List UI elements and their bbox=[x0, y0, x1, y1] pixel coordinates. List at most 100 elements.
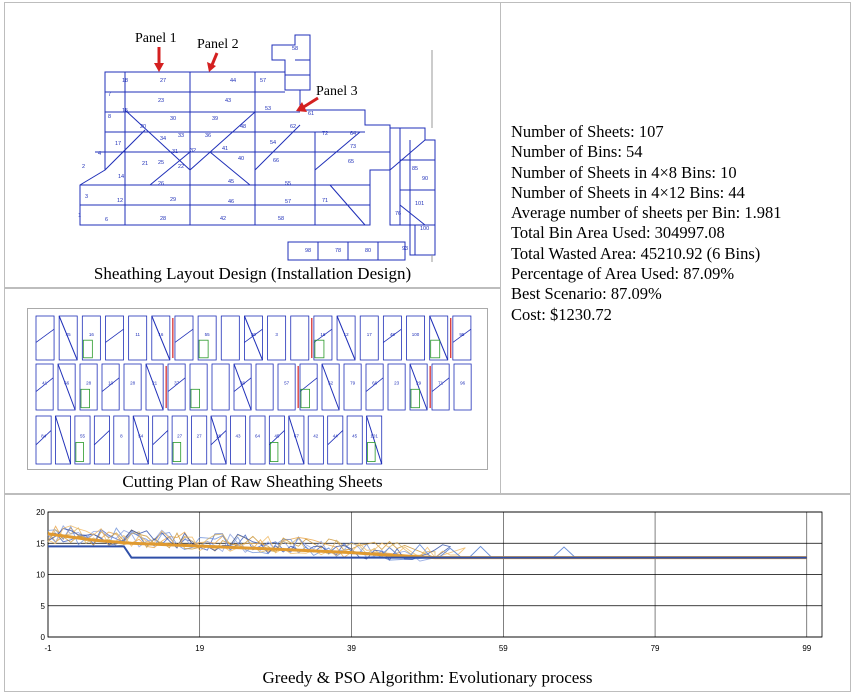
cut-sheet: 45 bbox=[58, 315, 78, 361]
layout-sheet-label: 41 bbox=[222, 146, 228, 152]
layout-sheet-label: 48 bbox=[240, 124, 246, 130]
cut-sheet bbox=[429, 315, 452, 361]
svg-text:45: 45 bbox=[352, 434, 358, 439]
y-tick-label: 0 bbox=[41, 633, 46, 642]
svg-text:52: 52 bbox=[328, 381, 334, 386]
particle-spike bbox=[468, 545, 493, 558]
cut-sheet: 28 bbox=[79, 363, 98, 411]
svg-text:45: 45 bbox=[66, 332, 72, 337]
annotation-panel-3: Panel 3 bbox=[316, 84, 358, 99]
particle-spike bbox=[408, 543, 432, 558]
layout-sheet-label: 27 bbox=[160, 78, 166, 84]
cut-sheet bbox=[93, 415, 110, 465]
svg-text:23: 23 bbox=[394, 381, 400, 386]
svg-text:16: 16 bbox=[158, 332, 164, 337]
cut-sheet: 101 bbox=[366, 415, 383, 465]
layout-sheet-label: 32 bbox=[190, 148, 196, 154]
layout-sheet-label: 65 bbox=[348, 159, 354, 165]
particle-spike bbox=[552, 546, 576, 558]
cut-sheet: 23 bbox=[387, 363, 406, 411]
cut-sheet: 29 bbox=[409, 363, 431, 411]
cut-sheet: 8 bbox=[113, 415, 130, 465]
min-series-line bbox=[48, 545, 807, 559]
x-tick-label: 99 bbox=[802, 644, 811, 653]
layout-sheet-label: 100 bbox=[420, 226, 429, 232]
layout-sheet-label: 78 bbox=[335, 248, 341, 254]
layout-sheet-label: 40 bbox=[238, 156, 244, 162]
x-tick-label: 39 bbox=[347, 644, 356, 653]
particle-series-line bbox=[47, 528, 452, 561]
svg-text:55: 55 bbox=[205, 332, 211, 337]
svg-text:28: 28 bbox=[216, 434, 222, 439]
annotation-panel-2: Panel 2 bbox=[197, 37, 239, 52]
svg-text:44: 44 bbox=[333, 434, 339, 439]
cut-sheet: 28 bbox=[123, 363, 142, 411]
layout-sheet-label: 20 bbox=[140, 124, 146, 130]
stat-total-bin-area: Total Bin Area Used: 304997.08 bbox=[511, 223, 725, 243]
stat-sheets-4x8: Number of Sheets in 4×8 Bins: 10 bbox=[511, 162, 737, 182]
cut-sheet: 55 bbox=[197, 315, 217, 361]
layout-sheet-label: 18 bbox=[122, 78, 128, 84]
stat-average-sheets: Average number of sheets per Bin: 1.981 bbox=[511, 203, 782, 223]
layout-sheet-label: 57 bbox=[260, 78, 266, 84]
layout-sheet-label: 42 bbox=[220, 216, 226, 222]
svg-text:28: 28 bbox=[130, 381, 136, 386]
cut-sheet: 66 bbox=[365, 363, 384, 411]
svg-text:16: 16 bbox=[89, 332, 95, 337]
y-tick-label: 15 bbox=[36, 539, 45, 548]
arrow-panel-2 bbox=[210, 52, 219, 66]
arrow-panel-3 bbox=[301, 96, 319, 110]
layout-sheet-label: 17 bbox=[115, 141, 121, 147]
chart-panel-frame bbox=[4, 494, 851, 692]
layout-sheet-label: 45 bbox=[228, 179, 234, 185]
cutting-panel-frame bbox=[4, 288, 501, 494]
layout-sheet-label: 64 bbox=[350, 131, 356, 137]
layout-sheet-label: 71 bbox=[322, 198, 328, 204]
cut-sheet: 16 bbox=[81, 315, 101, 361]
cut-sheet: 48 bbox=[382, 315, 402, 361]
layout-sheet-label: 98 bbox=[305, 248, 311, 254]
cut-sheet: 12 bbox=[336, 315, 356, 361]
cut-sheet: 54 bbox=[132, 415, 149, 465]
layout-sheet-label: 72 bbox=[322, 131, 328, 137]
layout-sheet-label: 58 bbox=[292, 46, 298, 52]
cut-sheet: 95 bbox=[452, 315, 472, 361]
layout-sheet-label: 29 bbox=[170, 197, 176, 203]
cut-sheet bbox=[220, 315, 240, 361]
cut-sheet: 16 bbox=[151, 315, 174, 361]
cut-sheet: 21 bbox=[145, 363, 167, 411]
layout-sheet-label: 57 bbox=[285, 199, 291, 205]
layout-sheet-label: 73 bbox=[350, 144, 356, 150]
svg-text:79: 79 bbox=[350, 381, 356, 386]
layout-sheet-label: 4 bbox=[98, 151, 101, 157]
x-tick-label: 59 bbox=[499, 644, 508, 653]
layout-sheet-label: 90 bbox=[422, 176, 428, 182]
layout-sheet-label: 28 bbox=[160, 216, 166, 222]
cut-sheet: 100 bbox=[406, 315, 425, 361]
cut-sheet: 39 bbox=[233, 363, 252, 411]
x-tick-label: 19 bbox=[195, 644, 204, 653]
cut-sheet bbox=[211, 363, 230, 411]
layout-sheet-label: 66 bbox=[273, 158, 279, 164]
cut-sheet bbox=[35, 315, 55, 361]
cutting-plan-box bbox=[27, 308, 488, 470]
layout-sheet-label: 46 bbox=[228, 199, 234, 205]
svg-text:54: 54 bbox=[138, 434, 144, 439]
svg-text:66: 66 bbox=[64, 381, 70, 386]
cut-sheet: 42 bbox=[307, 415, 324, 465]
stat-number-of-bins: Number of Bins: 54 bbox=[511, 142, 643, 162]
svg-text:39: 39 bbox=[240, 381, 246, 386]
cut-sheet bbox=[255, 363, 274, 411]
cut-sheet: 84 bbox=[35, 415, 52, 465]
layout-sheet-label: 55 bbox=[285, 181, 291, 187]
layout-sheet-label: 43 bbox=[225, 98, 231, 104]
svg-text:57: 57 bbox=[284, 381, 290, 386]
cut-sheet: 41 bbox=[35, 363, 54, 411]
svg-text:55: 55 bbox=[80, 434, 86, 439]
layout-sheet-label: 61 bbox=[308, 111, 314, 117]
svg-text:10: 10 bbox=[108, 381, 114, 386]
svg-text:42: 42 bbox=[313, 434, 319, 439]
stats-list: Number of Sheets: 107 Number of Bins: 54… bbox=[511, 122, 782, 325]
layout-sheet-label: 93 bbox=[402, 246, 408, 252]
